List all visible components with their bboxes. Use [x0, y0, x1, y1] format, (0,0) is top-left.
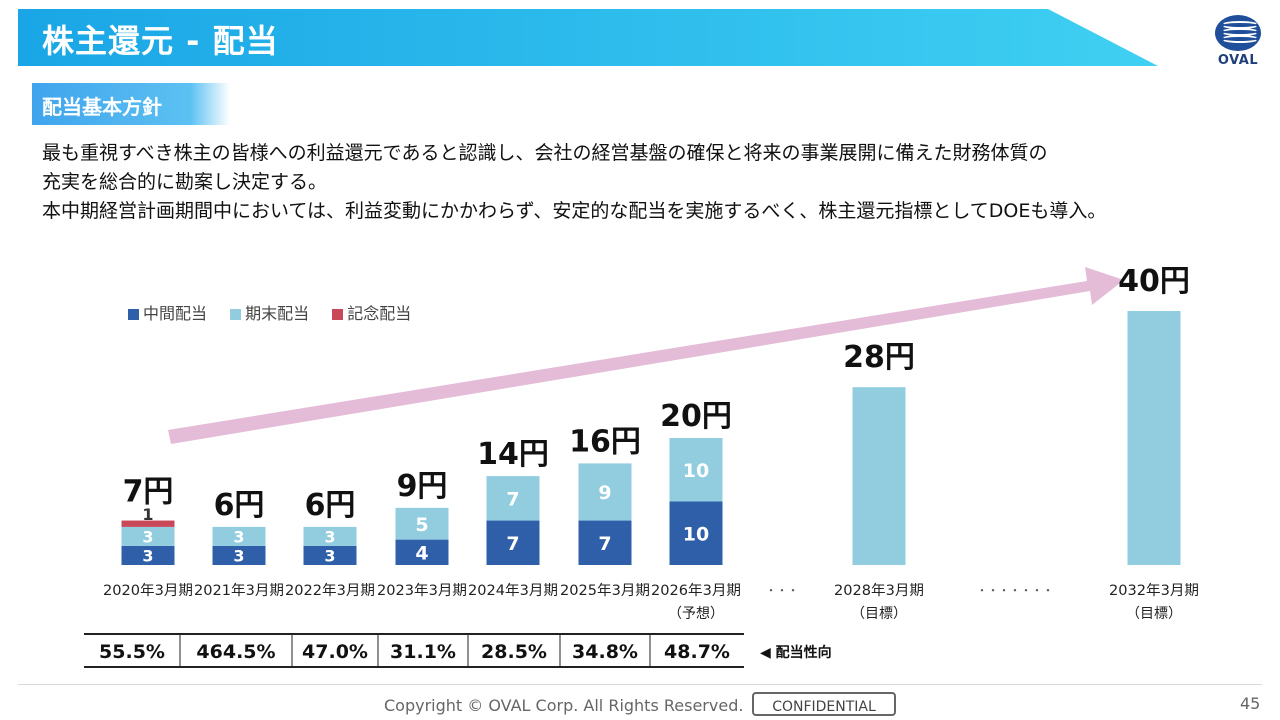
total-label: 20円 — [660, 399, 732, 434]
oval-logo: OVAL — [1212, 13, 1264, 75]
total-label: 40円 — [1118, 264, 1190, 299]
total-label: 28円 — [843, 340, 915, 375]
data-label-interim: 3 — [233, 546, 244, 565]
bar-commemorative — [121, 520, 175, 527]
chart-legend: 中間配当 期末配当 記念配当 — [128, 300, 429, 324]
data-label-interim: 3 — [324, 546, 335, 565]
footer-divider — [18, 684, 1262, 685]
bar-target — [852, 387, 906, 565]
data-label-year-end: 7 — [506, 488, 519, 510]
bar-target — [1127, 311, 1181, 565]
policy-line: 本中期経営計画期間中においては、利益変動にかかわらず、安定的な配当を実施するべく… — [42, 200, 1107, 222]
legend-item-year-end: 期末配当 — [230, 300, 309, 324]
bar-year-end — [486, 476, 540, 521]
bar-interim — [486, 520, 540, 565]
bar-year-end — [121, 526, 175, 546]
data-label-year-end: 3 — [233, 527, 244, 546]
total-label: 16円 — [569, 424, 641, 459]
legend-swatch-commemorative — [332, 309, 344, 320]
bar-year-end — [669, 438, 723, 502]
title-band — [18, 9, 1158, 66]
payout-ratio-value: 31.1% — [390, 641, 456, 663]
data-label-year-end: 9 — [598, 482, 611, 504]
policy-line: 充実を総合的に勘案し決定する。 — [42, 171, 328, 193]
payout-ratio-value: 464.5% — [196, 641, 275, 663]
legend-item-commemorative: 記念配当 — [332, 300, 411, 324]
data-label-year-end: 3 — [324, 527, 335, 546]
data-label-interim: 4 — [415, 542, 428, 564]
total-label: 7円 — [123, 475, 174, 510]
ellipsis-short: ・・・ — [766, 584, 799, 597]
policy-body: 最も重視すべき株主の皆様への利益還元であると認識し、会社の経営基盤の確保と将来の… — [42, 139, 1262, 226]
page-number: 45 — [1240, 694, 1261, 713]
legend-swatch-interim — [128, 309, 139, 320]
x-tick-note: （予想） — [668, 606, 724, 622]
payout-ratio-value: 47.0% — [302, 641, 368, 663]
data-label-year-end: 5 — [415, 514, 428, 536]
bar-interim — [212, 545, 266, 565]
payout-ratio-value: 28.5% — [481, 641, 547, 663]
x-tick-label: 2032年3月期 — [1109, 583, 1199, 599]
legend-label: 記念配当 — [347, 304, 412, 323]
data-label-commemorative: 1 — [142, 505, 153, 524]
x-tick-label: 2028年3月期 — [834, 583, 924, 599]
copyright-text: Copyright © OVAL Corp. All Rights Reserv… — [384, 696, 744, 715]
x-tick-note: （目標） — [851, 606, 907, 622]
bar-year-end — [303, 526, 357, 546]
policy-line: 最も重視すべき株主の皆様への利益還元であると認識し、会社の経営基盤の確保と将来の… — [42, 142, 1048, 164]
payout-ratio-label: ◀ 配当性向 — [760, 644, 832, 661]
bar-year-end — [578, 463, 632, 521]
bar-interim — [578, 520, 632, 565]
payout-ratio-value: 55.5% — [99, 641, 165, 663]
dividend-chart: 3317円2020年3月期336円2021年3月期336円2022年3月期459… — [84, 264, 1199, 668]
bar-year-end — [395, 507, 449, 540]
legend-label: 中間配当 — [143, 304, 208, 323]
bar-interim — [303, 545, 357, 565]
legend-swatch-year-end — [230, 309, 242, 320]
total-label: 6円 — [214, 488, 265, 523]
trend-arrow — [168, 267, 1124, 444]
logo-mark-icon — [1215, 15, 1261, 51]
legend-item-interim: 中間配当 — [128, 300, 207, 324]
legend-label: 期末配当 — [245, 304, 310, 323]
total-label: 14円 — [477, 437, 549, 472]
payout-ratio-value: 48.7% — [664, 641, 730, 663]
logo-text: OVAL — [1217, 53, 1259, 68]
bar-interim — [669, 501, 723, 565]
bar-year-end — [212, 526, 266, 546]
policy-tag — [32, 83, 230, 125]
data-label-interim: 3 — [142, 546, 153, 565]
data-label-year-end: 3 — [142, 527, 153, 546]
page-title: 株主還元 - 配当 — [42, 22, 279, 60]
policy-heading: 配当基本方針 — [42, 95, 162, 119]
x-tick-label: 2020年3月期 — [103, 583, 193, 599]
x-tick-label: 2024年3月期 — [468, 583, 558, 599]
x-tick-note: （目標） — [1126, 606, 1182, 622]
x-tick-label: 2021年3月期 — [194, 583, 284, 599]
x-tick-label: 2025年3月期 — [560, 583, 650, 599]
x-tick-label: 2026年3月期 — [651, 583, 741, 599]
data-label-interim: 7 — [598, 533, 611, 555]
data-label-year-end: 10 — [683, 460, 709, 482]
total-label: 9円 — [397, 469, 448, 504]
x-tick-label: 2022年3月期 — [285, 583, 375, 599]
x-tick-label: 2023年3月期 — [377, 583, 467, 599]
ellipsis-long: ・・・・・・・ — [977, 584, 1054, 597]
bar-interim — [121, 545, 175, 565]
payout-ratio-value: 34.8% — [572, 641, 638, 663]
total-label: 6円 — [305, 488, 356, 523]
data-label-interim: 7 — [506, 533, 519, 555]
confidential-badge: CONFIDENTIAL — [752, 692, 896, 716]
bar-interim — [395, 539, 449, 565]
data-label-interim: 10 — [683, 523, 709, 545]
